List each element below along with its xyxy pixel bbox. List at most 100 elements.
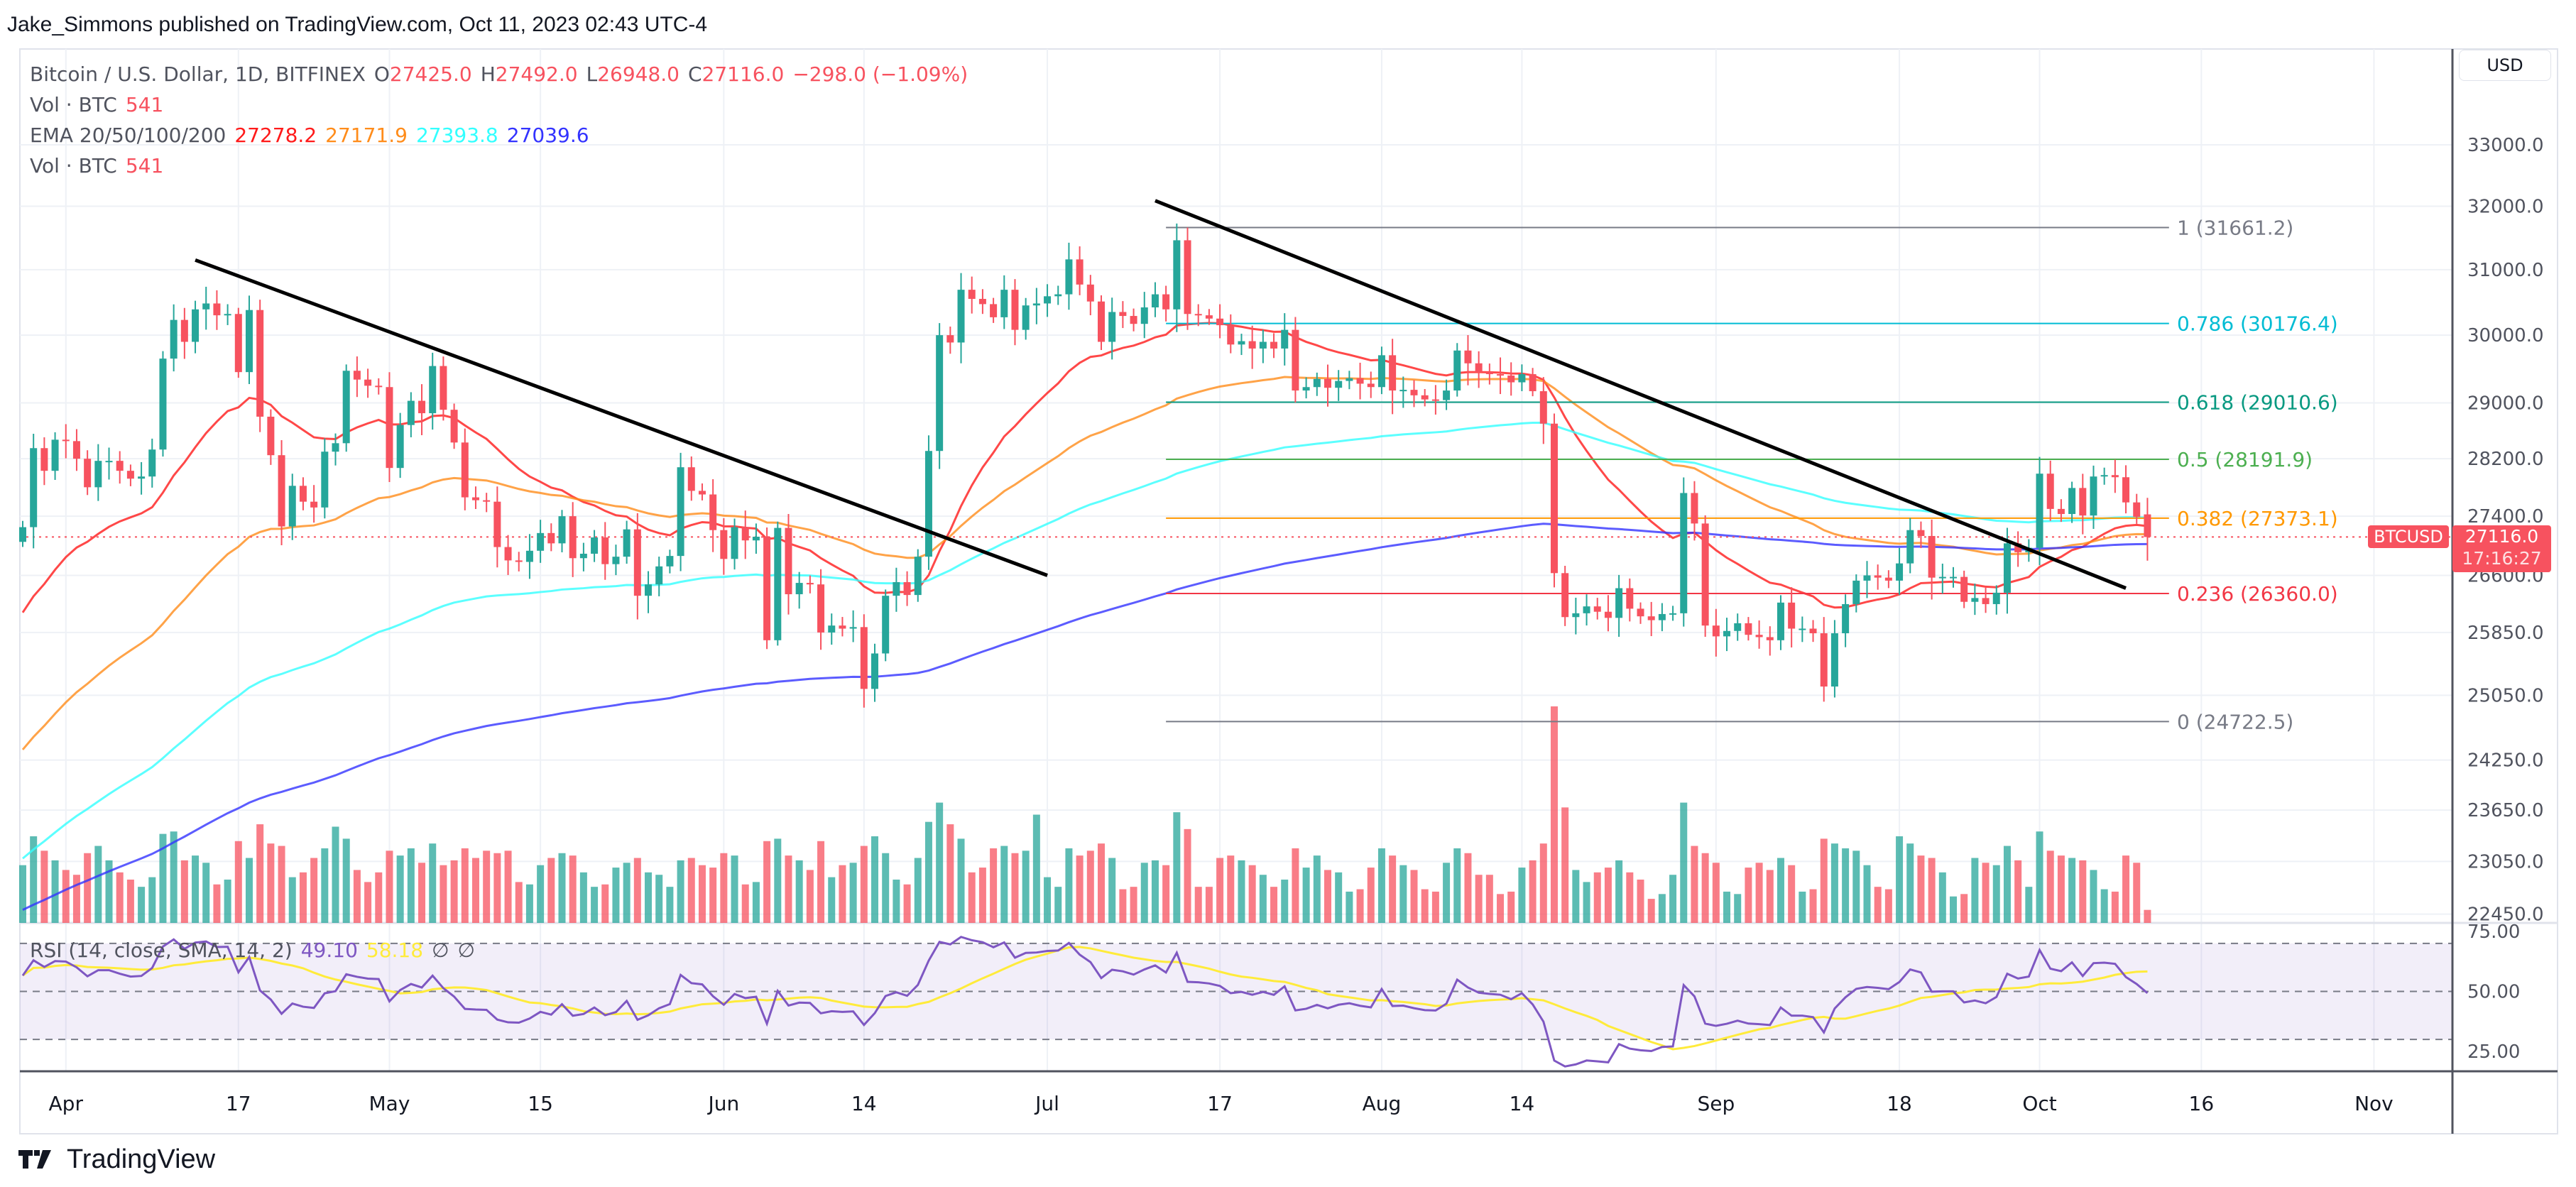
- candle-body: [62, 439, 70, 442]
- volume-bar: [1108, 858, 1116, 923]
- candle-body: [1410, 390, 1418, 395]
- volume-bar: [1960, 894, 1968, 923]
- rsi-na-1: ∅: [432, 939, 449, 962]
- volume-bar: [1485, 875, 1493, 923]
- ema50-line: [21, 376, 2148, 750]
- volume-bar: [62, 870, 70, 923]
- time-tick-label: 14: [851, 1092, 877, 1115]
- volume-legend[interactable]: Vol · BTC 541: [30, 93, 172, 116]
- volume-bar: [1842, 848, 1850, 923]
- open-label: O: [373, 62, 390, 86]
- volume-bar: [871, 836, 879, 923]
- volume-bar: [633, 858, 641, 923]
- candle-body: [871, 653, 879, 689]
- candle-body: [1270, 341, 1278, 349]
- volume-bar: [1723, 891, 1731, 923]
- volume-bar: [1032, 814, 1040, 923]
- volume-bar: [1992, 865, 2000, 923]
- candle-body: [1151, 294, 1159, 307]
- volume-bar: [914, 858, 922, 923]
- volume-bar: [2100, 889, 2108, 923]
- time-tick-label: 15: [528, 1092, 553, 1115]
- price-tick-label: 31000.0: [2467, 260, 2544, 281]
- candle-body: [1335, 381, 1343, 388]
- volume-bar: [936, 802, 944, 923]
- price-tick-label: 23650.0: [2467, 800, 2544, 821]
- candle-body: [591, 537, 599, 554]
- volume-bar: [126, 880, 134, 923]
- volume-bar: [1712, 863, 1720, 923]
- volume-bar: [2079, 860, 2087, 923]
- candle-body: [1938, 576, 1946, 579]
- candle-body: [763, 537, 771, 640]
- candle-body: [2068, 488, 2076, 515]
- volume-bar: [202, 863, 210, 923]
- candle-body: [882, 596, 890, 654]
- high-label: H: [480, 62, 496, 86]
- volume-bar: [903, 884, 911, 923]
- candle-body: [860, 627, 868, 689]
- volume-bar: [828, 877, 836, 923]
- volume-bar: [1658, 894, 1666, 923]
- volume-bar: [267, 843, 275, 923]
- candle-body: [1313, 378, 1321, 388]
- volume-legend-2[interactable]: Vol · BTC 541: [30, 154, 172, 177]
- trendline: [195, 258, 1048, 577]
- candle-body: [1950, 576, 1958, 579]
- volume-bar: [364, 882, 372, 923]
- candle-body: [936, 335, 944, 452]
- symbol-name[interactable]: Bitcoin / U.S. Dollar, 1D, BITFINEX: [30, 62, 366, 86]
- candle-body: [375, 385, 383, 388]
- volume-bar: [1399, 865, 1407, 923]
- candle-body: [245, 310, 253, 373]
- volume-bar: [1691, 846, 1698, 923]
- volume-bar: [1615, 860, 1623, 923]
- volume-bar: [1766, 870, 1774, 923]
- rsi-na-2: ∅: [457, 939, 475, 962]
- candle-body: [1982, 598, 1990, 604]
- low-label: L: [586, 62, 598, 86]
- candle-body: [213, 303, 221, 316]
- price-tick-label: 24250.0: [2467, 750, 2544, 772]
- candle-body: [51, 439, 59, 471]
- tradingview-logo[interactable]: TradingView: [18, 1144, 215, 1175]
- volume-bar: [159, 833, 167, 923]
- time-tick-label: May: [369, 1092, 410, 1115]
- candle-body: [946, 335, 954, 343]
- bar-countdown: 17:16:27: [2462, 548, 2542, 569]
- rsi-value: 49.10: [300, 939, 358, 962]
- time-tick-label: 18: [1887, 1092, 1912, 1115]
- candle-body: [968, 290, 976, 300]
- volume-bar: [1507, 891, 1515, 923]
- candle-body: [138, 476, 146, 479]
- time-tick-label: Apr: [49, 1092, 84, 1115]
- price-tick-label: 30000.0: [2467, 325, 2544, 346]
- volume-bar: [1324, 870, 1331, 923]
- volume-value: 541: [125, 154, 164, 177]
- candle-body: [1626, 588, 1634, 609]
- candle-body: [364, 379, 372, 386]
- volume-bar: [687, 858, 695, 923]
- candle-body: [1745, 623, 1752, 635]
- candle-body: [1098, 301, 1105, 342]
- volume-bar: [321, 848, 329, 923]
- volume-label: Vol · BTC: [30, 93, 117, 116]
- volume-bar: [1130, 887, 1137, 923]
- currency-button[interactable]: USD: [2459, 50, 2551, 81]
- candle-body: [957, 290, 965, 343]
- ema-legend[interactable]: EMA 20/50/100/200 27278.2 27171.9 27393.8 27…: [30, 124, 598, 147]
- rsi-legend[interactable]: RSI (14, close, SMA, 14, 2) 49.10 58.18 ∅ ∅: [30, 939, 484, 962]
- volume-bar: [2036, 831, 2043, 923]
- rsi-tick-label: 50.00: [2467, 982, 2520, 1003]
- fib-level-label: 0.786 (30176.4): [2177, 312, 2338, 336]
- volume-bar: [418, 863, 426, 923]
- volume-bar: [407, 848, 415, 923]
- candle-body: [731, 527, 738, 559]
- candle-body: [1076, 259, 1084, 285]
- candle-body: [396, 425, 404, 469]
- volume-bar: [525, 884, 533, 923]
- candle-body: [1615, 588, 1623, 618]
- candle-body: [2144, 514, 2151, 537]
- volume-bar: [224, 880, 231, 923]
